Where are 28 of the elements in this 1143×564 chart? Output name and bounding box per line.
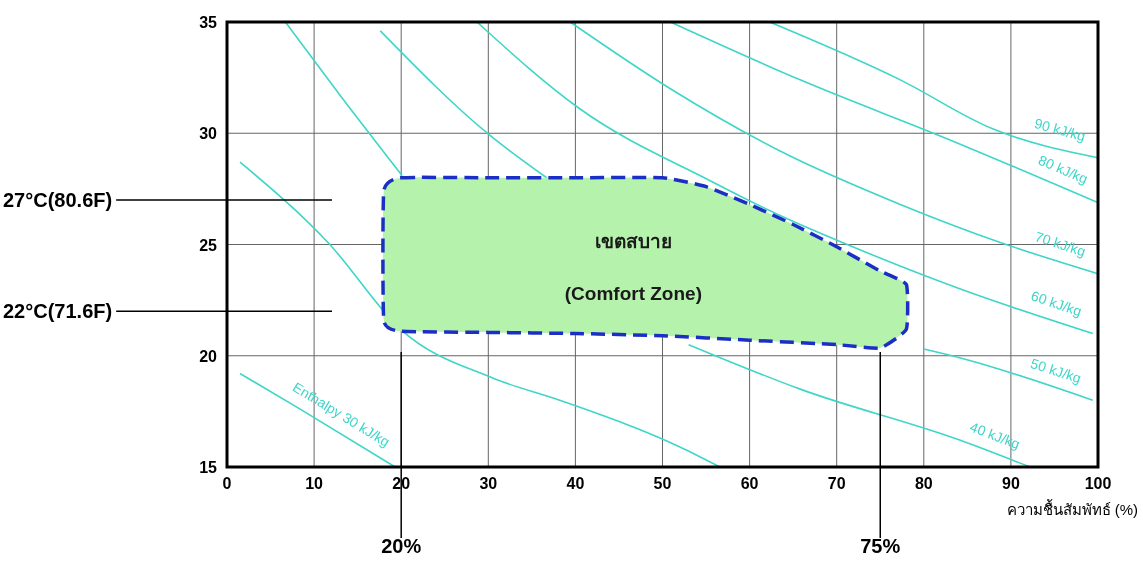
x-tick-label: 80 [914, 475, 933, 492]
ref-line-label: 22°C(71.6F) [3, 300, 113, 323]
x-axis-title: ความชื้นสัมพัทธ์ (%) [1006, 499, 1138, 518]
ref-line-label: 75% [860, 535, 901, 557]
x-tick-label: 60 [740, 475, 759, 492]
y-tick-label: 15 [199, 459, 218, 476]
x-tick-label: 0 [222, 475, 232, 492]
text: 90 kJ/kg [1032, 115, 1088, 145]
x-tick-label: 30 [479, 475, 498, 492]
y-tick-label: 25 [199, 236, 218, 254]
annotation: (Comfort Zone) [564, 282, 702, 304]
ref-line-label: 27°C(80.6F) [3, 189, 113, 211]
text: 70 kJ/kg [1033, 228, 1088, 260]
x-tick-label: 70 [827, 475, 846, 492]
x-tick-label: 90 [1002, 475, 1020, 492]
text: 40 kJ/kg [967, 418, 1023, 453]
y-tick-label: 30 [199, 125, 218, 143]
x-tick-label: 100 [1084, 475, 1112, 492]
line-series [569, 21, 1098, 275]
ref-line-label: 20% [381, 535, 422, 557]
y-tick-label: 35 [199, 14, 218, 31]
x-tick-label: 40 [566, 475, 585, 492]
annotation: เขตสบาย [594, 230, 672, 252]
x-tick-label: 50 [653, 475, 672, 492]
x-tick-label: 10 [305, 475, 324, 492]
text: 50 kJ/kg [1028, 355, 1084, 387]
text: 60 kJ/kg [1029, 287, 1084, 320]
y-tick-label: 20 [199, 347, 218, 365]
